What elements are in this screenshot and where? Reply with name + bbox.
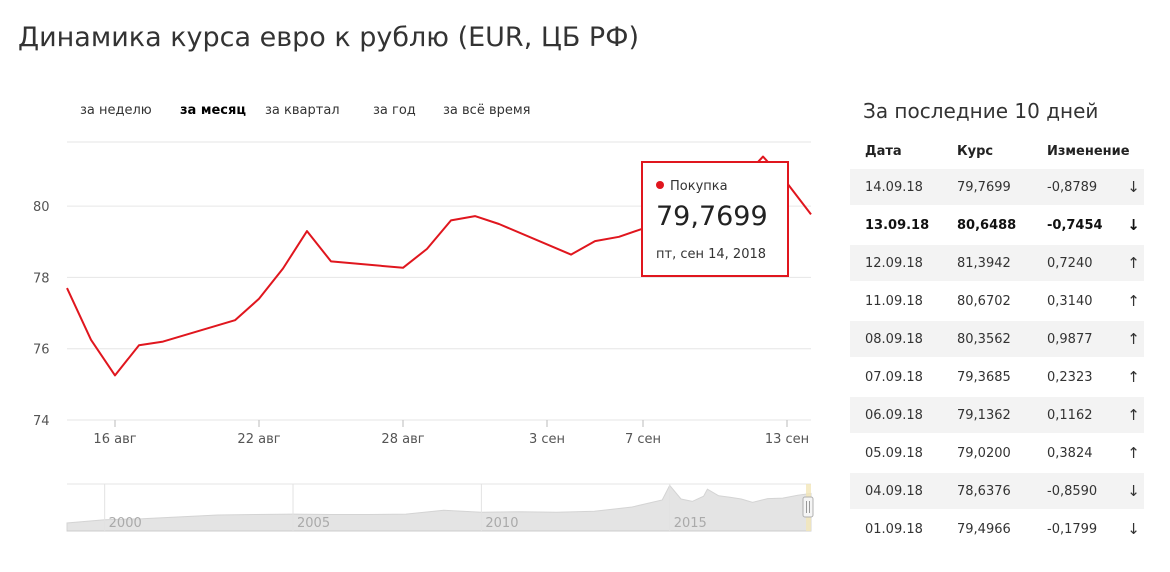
arrow-up-icon: ↑ bbox=[1123, 282, 1144, 321]
row-date: 11.09.18 bbox=[850, 282, 957, 321]
row-date: 06.09.18 bbox=[850, 396, 957, 435]
arrow-up-icon: ↑ bbox=[1123, 358, 1144, 397]
x-tick-label: 13 сен bbox=[765, 432, 809, 447]
row-change: 0,3824 bbox=[1047, 434, 1123, 473]
tooltip-series-label: Покупка bbox=[670, 179, 728, 194]
row-date: 05.09.18 bbox=[850, 434, 957, 473]
y-tick-label: 76 bbox=[33, 343, 50, 358]
navigator-tick-label: 2005 bbox=[297, 516, 330, 531]
row-date: 08.09.18 bbox=[850, 320, 957, 359]
tooltip-value: 79,7699 bbox=[656, 201, 768, 232]
table-row: 12.09.18 81,3942 0,7240 ↑ bbox=[850, 244, 1144, 283]
arrow-up-icon: ↑ bbox=[1123, 396, 1144, 435]
range-navigator[interactable]: 2000 2005 2010 2015 bbox=[0, 470, 830, 540]
row-change: -0,7454 bbox=[1047, 206, 1123, 245]
navigator-handles[interactable] bbox=[802, 484, 814, 531]
y-axis: 80 78 76 74 bbox=[33, 200, 50, 429]
tab-all-time[interactable]: за всё время bbox=[443, 103, 531, 118]
arrow-up-icon: ↑ bbox=[1123, 244, 1144, 283]
arrow-down-icon: ↓ bbox=[1123, 169, 1144, 207]
table-row: 07.09.18 79,3685 0,2323 ↑ bbox=[850, 358, 1144, 397]
arrow-up-icon: ↑ bbox=[1123, 434, 1144, 473]
row-date: 14.09.18 bbox=[850, 169, 957, 207]
table-row: 01.09.18 79,4966 -0,1799 ↓ bbox=[850, 510, 1144, 549]
navigator-tick-label: 2015 bbox=[674, 516, 707, 531]
table-row: 13.09.18 80,6488 -0,7454 ↓ bbox=[850, 206, 1144, 245]
row-change: -0,8590 bbox=[1047, 472, 1123, 511]
navigator-tick-label: 2000 bbox=[109, 516, 142, 531]
row-change: 0,9877 bbox=[1047, 320, 1123, 359]
row-rate: 81,3942 bbox=[957, 244, 1047, 283]
rates-table: Дата Курс Изменение 14.09.18 79,7699 -0,87… bbox=[850, 133, 1144, 549]
row-date: 12.09.18 bbox=[850, 244, 957, 283]
row-rate: 80,3562 bbox=[957, 320, 1047, 359]
row-change: -0,1799 bbox=[1047, 510, 1123, 549]
x-tick-label: 7 сен bbox=[625, 432, 661, 447]
row-rate: 79,1362 bbox=[957, 396, 1047, 435]
row-change: 0,1162 bbox=[1047, 396, 1123, 435]
row-change: 0,2323 bbox=[1047, 358, 1123, 397]
navigator-area-path bbox=[66, 484, 812, 532]
row-date: 13.09.18 bbox=[850, 206, 957, 245]
arrow-down-icon: ↓ bbox=[1123, 472, 1144, 511]
row-date: 01.09.18 bbox=[850, 510, 957, 549]
y-tick-label: 80 bbox=[33, 200, 50, 215]
arrow-down-icon: ↓ bbox=[1123, 510, 1144, 549]
series-dot-icon bbox=[656, 181, 664, 189]
row-rate: 80,6702 bbox=[957, 282, 1047, 321]
table-row: 04.09.18 78,6376 -0,8590 ↓ bbox=[850, 472, 1144, 511]
navigator-tick-label: 2010 bbox=[485, 516, 518, 531]
tab-month[interactable]: за месяц bbox=[180, 103, 246, 118]
col-change-header: Изменение bbox=[1047, 143, 1130, 159]
row-rate: 79,0200 bbox=[957, 434, 1047, 473]
row-date: 04.09.18 bbox=[850, 472, 957, 511]
tooltip-series: Покупка bbox=[656, 179, 728, 194]
row-rate: 78,6376 bbox=[957, 472, 1047, 511]
row-change: 0,3140 bbox=[1047, 282, 1123, 321]
table-row: 14.09.18 79,7699 -0,8789 ↓ bbox=[850, 169, 1144, 207]
navigator-axis: 2000 2005 2010 2015 bbox=[104, 484, 707, 531]
page-title: Динамика курса евро к рублю (EUR, ЦБ РФ) bbox=[18, 22, 639, 53]
tooltip-date: пт, сен 14, 2018 bbox=[656, 247, 767, 262]
row-rate: 80,6488 bbox=[957, 206, 1047, 245]
table-row: 11.09.18 80,6702 0,3140 ↑ bbox=[850, 282, 1144, 321]
arrow-down-icon: ↓ bbox=[1123, 206, 1144, 245]
arrow-up-icon: ↑ bbox=[1123, 320, 1144, 359]
x-tick-label: 22 авг bbox=[237, 432, 280, 447]
row-rate: 79,3685 bbox=[957, 358, 1047, 397]
row-change: -0,8789 bbox=[1047, 169, 1123, 207]
x-tick-label: 16 авг bbox=[93, 432, 136, 447]
row-rate: 79,7699 bbox=[957, 169, 1047, 207]
x-tick-label: 28 авг bbox=[381, 432, 424, 447]
x-tick-label: 3 сен bbox=[529, 432, 565, 447]
table-row: 06.09.18 79,1362 0,1162 ↑ bbox=[850, 396, 1144, 435]
y-tick-label: 74 bbox=[33, 414, 50, 429]
tab-week[interactable]: за неделю bbox=[80, 103, 152, 118]
table-row: 05.09.18 79,0200 0,3824 ↑ bbox=[850, 434, 1144, 473]
tab-year[interactable]: за год bbox=[373, 103, 416, 118]
table-header-row: Дата Курс Изменение bbox=[850, 133, 1144, 169]
navigator-area bbox=[66, 483, 812, 532]
tab-quarter[interactable]: за квартал bbox=[265, 103, 340, 118]
chart-tooltip: Покупка 79,7699 пт, сен 14, 2018 bbox=[641, 161, 789, 277]
col-rate-header: Курс bbox=[957, 143, 994, 159]
table-title: За последние 10 дней bbox=[863, 99, 1099, 123]
row-rate: 79,4966 bbox=[957, 510, 1047, 549]
row-change: 0,7240 bbox=[1047, 244, 1123, 283]
row-date: 07.09.18 bbox=[850, 358, 957, 397]
navigator-handle[interactable] bbox=[802, 496, 814, 518]
x-axis: 16 авг 22 авг 28 авг 3 сен 7 сен 13 сен bbox=[93, 420, 809, 447]
y-tick-label: 78 bbox=[33, 271, 50, 286]
col-date-header: Дата bbox=[865, 143, 902, 159]
table-row: 08.09.18 80,3562 0,9877 ↑ bbox=[850, 320, 1144, 359]
